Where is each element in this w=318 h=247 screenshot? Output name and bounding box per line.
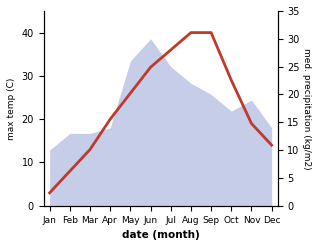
- X-axis label: date (month): date (month): [122, 230, 199, 240]
- Y-axis label: max temp (C): max temp (C): [7, 77, 16, 140]
- Y-axis label: med. precipitation (kg/m2): med. precipitation (kg/m2): [302, 48, 311, 169]
